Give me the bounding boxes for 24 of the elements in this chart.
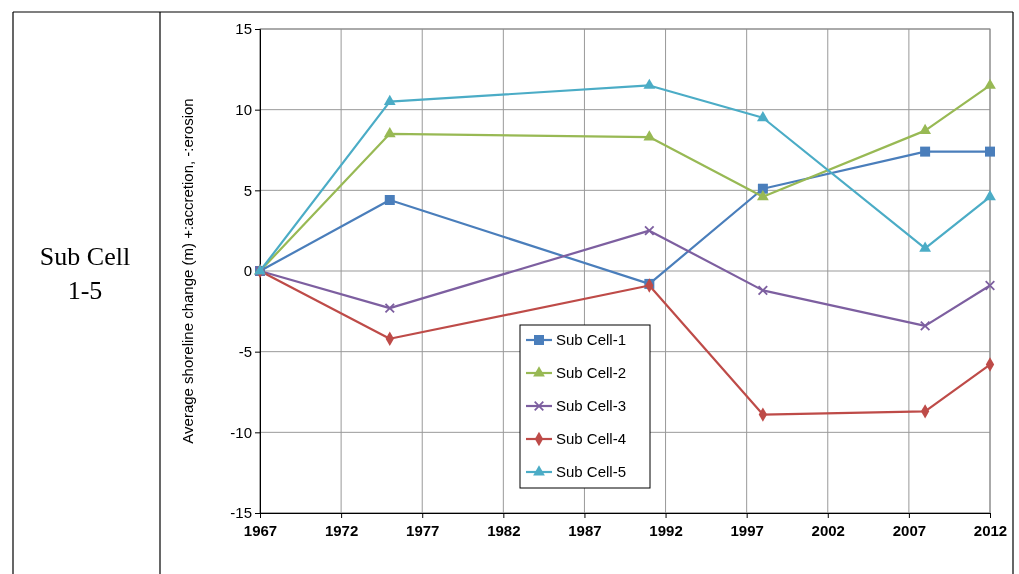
y-tick-label: 15 bbox=[235, 20, 252, 38]
x-tick-label: 1997 bbox=[730, 522, 764, 539]
x-tick-label: 1982 bbox=[487, 522, 521, 539]
x-tick-label: 1987 bbox=[568, 522, 602, 539]
y-tick-label: -5 bbox=[238, 342, 252, 360]
y-tick-label: -10 bbox=[230, 423, 252, 441]
x-tick-label: 1967 bbox=[243, 522, 278, 539]
x-tick-label: 2002 bbox=[811, 522, 845, 539]
y-axis-title: Average shoreline change (m) +:accretion, -:erosion bbox=[179, 98, 196, 444]
x-tick-label: 2007 bbox=[892, 522, 927, 539]
legend-label: Sub Cell-3 bbox=[556, 397, 627, 414]
x-tick-label: 1977 bbox=[406, 522, 440, 539]
y-tick-label: 5 bbox=[243, 181, 252, 199]
x-tick-label: 1972 bbox=[324, 522, 359, 539]
text: Sub Cell 1-5 bbox=[38, 241, 132, 307]
y-tick-label: 0 bbox=[243, 262, 252, 280]
y-tick-label: -15 bbox=[230, 504, 252, 522]
x-tick-label: 2012 bbox=[973, 522, 1008, 539]
y-tick-label: 10 bbox=[235, 100, 252, 118]
legend-label: Sub Cell-5 bbox=[556, 463, 627, 480]
x-tick-label: 1992 bbox=[649, 522, 683, 539]
legend-label: Sub Cell-4 bbox=[556, 430, 627, 447]
legend-label: Sub Cell-2 bbox=[556, 364, 627, 381]
legend-label: Sub Cell-1 bbox=[556, 331, 627, 348]
